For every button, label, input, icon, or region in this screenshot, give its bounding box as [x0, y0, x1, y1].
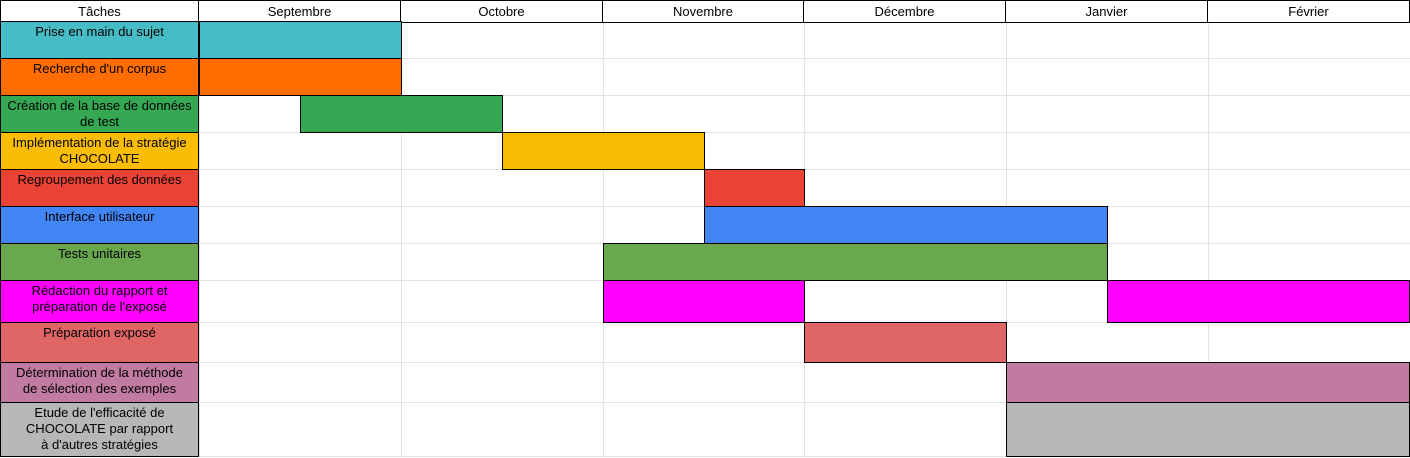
task-label-text: Implémentation de la stratégie CHOCOLATE: [12, 135, 186, 167]
task-label: Rédaction du rapport et préparation de l'…: [0, 280, 199, 323]
gantt-bar: [502, 132, 705, 170]
task-label-text: Rédaction du rapport et préparation de l'…: [32, 283, 168, 315]
task-label-line: CHOCOLATE: [59, 151, 140, 166]
task-label-text: Etude de l'efficacité de CHOCOLATE par ra…: [26, 405, 173, 453]
task-label-line: Recherche d'un corpus: [32, 61, 167, 76]
task-label-text: Prise en main du sujet: [35, 24, 164, 40]
header-month: Janvier: [1005, 0, 1208, 23]
task-label: Prise en main du sujet: [0, 21, 199, 59]
task-label-line: Prise en main du sujet: [35, 24, 164, 39]
gantt-bar: [300, 95, 503, 133]
task-label-text: Détermination de la méthode de sélection …: [16, 365, 183, 397]
task-label: Recherche d'un corpus: [0, 58, 199, 96]
task-label-line: Rédaction du rapport et: [31, 283, 168, 298]
gantt-bar: [704, 206, 1108, 244]
task-label: Implémentation de la stratégie CHOCOLATE: [0, 132, 199, 170]
header-tasks: Tâches: [0, 0, 199, 23]
task-label: Tests unitaires: [0, 243, 199, 281]
gantt-bar: [1006, 402, 1410, 457]
task-label-text: Création de la base de données de test: [7, 98, 191, 130]
task-label: Regroupement des données: [0, 169, 199, 207]
gantt-bar: [199, 58, 402, 96]
task-label: Détermination de la méthode de sélection …: [0, 362, 199, 403]
gantt-bar: [603, 280, 805, 323]
grid-line-vertical: [1208, 22, 1209, 457]
header-month: Décembre: [803, 0, 1006, 23]
task-label-line: CHOCOLATE par rapport: [25, 421, 174, 436]
gantt-bar: [199, 21, 402, 59]
task-label-line: de test: [79, 114, 120, 129]
task-label-line: de sélection des exemples: [22, 381, 177, 396]
task-label-text: Regroupement des données: [17, 172, 181, 188]
task-label-line: Etude de l'efficacité de: [34, 405, 165, 420]
header-month: Septembre: [198, 0, 401, 23]
task-label-line: Détermination de la méthode: [16, 365, 183, 380]
task-label-line: Interface utilisateur: [44, 209, 155, 224]
task-label-line: Implémentation de la stratégie: [12, 135, 187, 150]
task-label-line: à d'autres stratégies: [41, 437, 158, 452]
gantt-bar: [603, 243, 1108, 281]
header-month: Octobre: [400, 0, 603, 23]
task-label: Préparation exposé: [0, 322, 199, 363]
task-label-line: Tests unitaires: [57, 246, 142, 261]
task-label-text: Interface utilisateur: [45, 209, 155, 225]
task-label-text: Recherche d'un corpus: [33, 61, 166, 77]
task-label-line: préparation de l'exposé: [32, 299, 167, 314]
task-label-text: Tests unitaires: [58, 246, 141, 262]
header-month: Novembre: [602, 0, 804, 23]
grid-line-vertical: [199, 22, 200, 457]
task-label: Création de la base de données de test: [0, 95, 199, 133]
grid-line-vertical: [401, 22, 402, 457]
header-month: Février: [1207, 0, 1410, 23]
task-label-text: Préparation exposé: [43, 325, 156, 341]
grid-line-vertical: [603, 22, 604, 457]
gantt-bar: [1107, 280, 1410, 323]
task-label: Etude de l'efficacité de CHOCOLATE par ra…: [0, 402, 199, 457]
task-label-line: Préparation exposé: [43, 325, 156, 340]
task-label: Interface utilisateur: [0, 206, 199, 244]
gantt-bar: [1006, 362, 1410, 403]
task-label-line: Création de la base de données: [7, 98, 192, 113]
gantt-bar: [804, 322, 1007, 363]
gantt-bar: [704, 169, 805, 207]
task-label-line: Regroupement des données: [17, 172, 182, 187]
